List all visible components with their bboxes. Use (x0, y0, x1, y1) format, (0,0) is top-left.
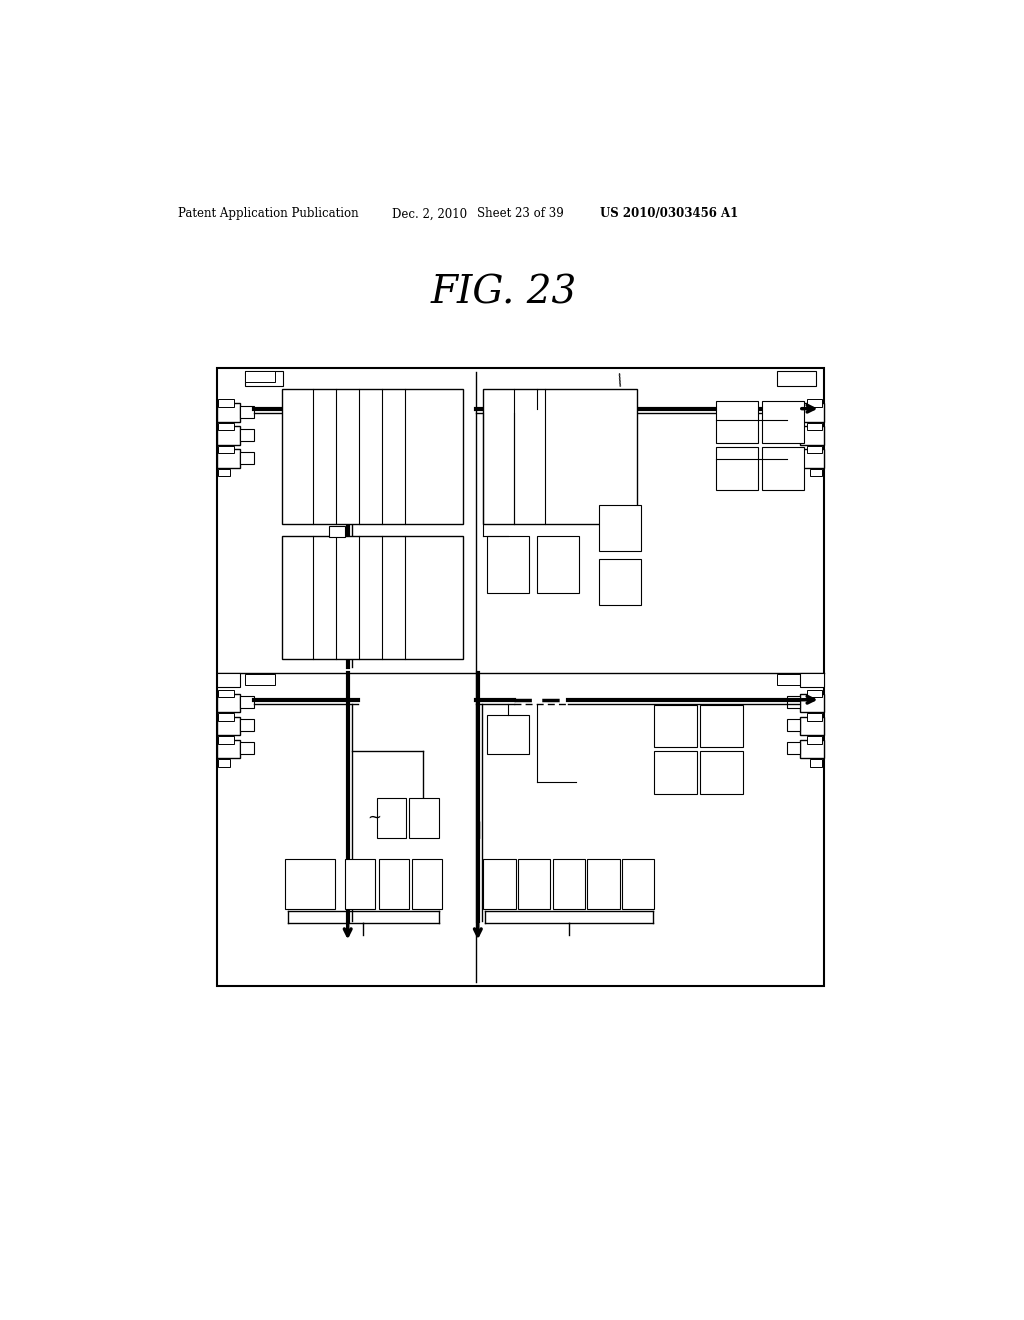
Bar (801, 739, 823, 758)
Bar (245, 675, 275, 685)
Bar (801, 404, 823, 422)
Bar (379, 859, 410, 909)
Bar (654, 705, 696, 747)
Bar (801, 426, 823, 445)
Bar (283, 536, 463, 659)
Bar (218, 713, 233, 721)
Bar (587, 859, 620, 909)
Bar (810, 469, 822, 477)
Bar (654, 751, 696, 793)
Bar (218, 370, 822, 396)
Bar (786, 742, 801, 755)
Text: Sheet 23 of 39: Sheet 23 of 39 (477, 207, 564, 220)
Text: /: / (615, 372, 626, 388)
Bar (218, 737, 233, 743)
Bar (283, 389, 463, 524)
Text: ~: ~ (367, 808, 381, 826)
Bar (700, 705, 742, 747)
Bar (245, 371, 283, 387)
Bar (807, 713, 822, 721)
Bar (240, 719, 254, 731)
Bar (716, 401, 758, 444)
Bar (716, 447, 758, 490)
Bar (786, 429, 801, 441)
Bar (217, 426, 240, 445)
Bar (218, 422, 233, 430)
Bar (218, 689, 233, 697)
Bar (762, 447, 804, 490)
Text: FIG. 23: FIG. 23 (431, 275, 578, 312)
Bar (377, 797, 407, 837)
Bar (777, 675, 808, 685)
Bar (240, 405, 254, 418)
Bar (807, 446, 822, 453)
Bar (240, 451, 254, 465)
Bar (801, 673, 823, 686)
Bar (240, 696, 254, 708)
Bar (801, 449, 823, 469)
Bar (412, 859, 442, 909)
Bar (410, 797, 438, 837)
Bar (483, 859, 515, 909)
Bar (217, 739, 240, 758)
Bar (217, 449, 240, 469)
Bar (801, 693, 823, 711)
Bar (217, 404, 240, 422)
Bar (807, 422, 822, 430)
Bar (700, 751, 742, 793)
Bar (807, 737, 822, 743)
Text: Dec. 2, 2010: Dec. 2, 2010 (392, 207, 468, 220)
Bar (217, 673, 240, 686)
Bar (487, 715, 529, 754)
Bar (538, 536, 580, 594)
Bar (218, 469, 230, 477)
Bar (786, 405, 801, 418)
Bar (599, 558, 641, 605)
Bar (217, 368, 823, 986)
Bar (330, 527, 345, 537)
Bar (786, 696, 801, 708)
Bar (786, 719, 801, 731)
Bar (786, 451, 801, 465)
Bar (245, 371, 275, 381)
Bar (487, 536, 529, 594)
Text: Patent Application Publication: Patent Application Publication (178, 207, 359, 220)
Bar (801, 717, 823, 735)
Bar (622, 859, 654, 909)
Text: US 2010/0303456 A1: US 2010/0303456 A1 (600, 207, 738, 220)
Bar (483, 389, 637, 524)
Bar (599, 506, 641, 552)
Bar (285, 859, 335, 909)
Bar (810, 759, 822, 767)
Bar (518, 859, 550, 909)
Bar (218, 446, 233, 453)
Bar (807, 689, 822, 697)
Bar (762, 401, 804, 444)
Bar (240, 429, 254, 441)
Bar (345, 859, 376, 909)
Bar (240, 742, 254, 755)
Bar (217, 693, 240, 711)
Bar (553, 859, 585, 909)
Bar (807, 400, 822, 407)
Bar (777, 371, 816, 387)
Bar (218, 759, 230, 767)
Bar (217, 717, 240, 735)
Bar (218, 400, 233, 407)
